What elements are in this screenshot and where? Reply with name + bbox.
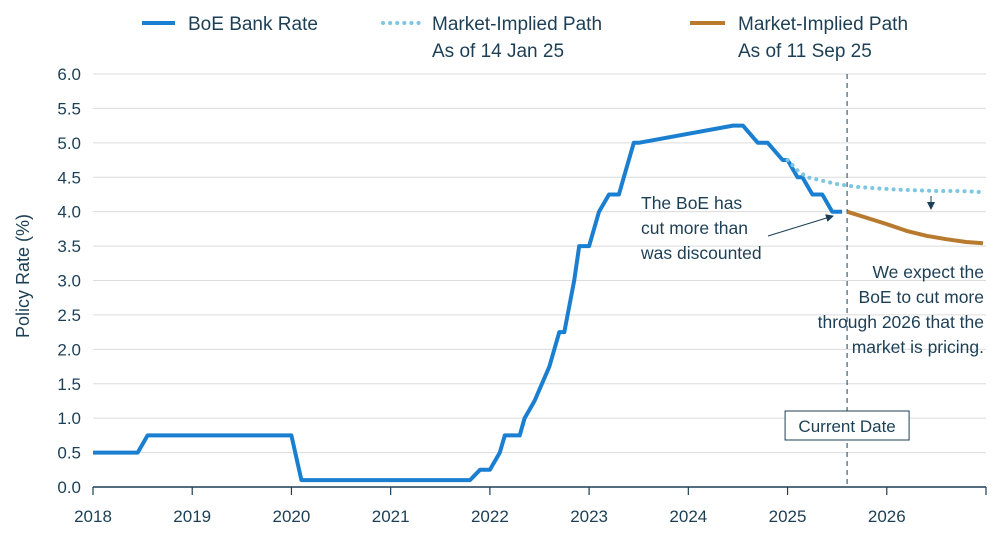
x-tick-labels: 2018 2019 2020 2021 2022 2023 2024 2025 2026	[74, 487, 987, 526]
y-axis-label: Policy Rate (%)	[13, 214, 33, 338]
annotation-line: market is pricing.	[852, 337, 984, 357]
y-tick-label: 6.0	[57, 65, 81, 84]
annotation-line: The BoE has	[641, 193, 742, 213]
y-tick-label: 2.5	[57, 306, 81, 325]
x-tick-label: 2023	[570, 507, 608, 526]
annotation-arrow	[767, 214, 834, 237]
annotation-line: was discounted	[640, 243, 762, 263]
x-tick-label: 2019	[173, 507, 211, 526]
legend-label-sep25: Market-Implied Path	[738, 14, 908, 35]
y-tick-label: 5.0	[57, 134, 81, 153]
y-tick-label: 3.5	[57, 237, 81, 256]
legend-label-sep25-date: As of 11 Sep 25	[738, 41, 872, 62]
x-tick-label: 2021	[372, 507, 410, 526]
y-tick-label: 1.5	[57, 375, 81, 394]
annotation-expect: We expect the BoE to cut more through 20…	[818, 196, 984, 357]
x-tick-label: 2024	[669, 507, 707, 526]
annotation-cut-more: The BoE has cut more than was discounted	[640, 193, 834, 263]
series-line-jan25	[785, 158, 985, 195]
legend-label-bank-rate: BoE Bank Rate	[188, 14, 318, 35]
x-tick-label: 2018	[74, 507, 112, 526]
annotation-line: BoE to cut more	[859, 287, 984, 307]
series-line-sep25	[846, 209, 984, 246]
y-tick-label: 0.5	[57, 444, 81, 463]
legend: BoE Bank Rate Market-Implied Path As of …	[142, 14, 908, 62]
y-tick-label: 2.0	[57, 340, 81, 359]
x-tick-label: 2025	[769, 507, 807, 526]
x-tick-label: 2026	[868, 507, 906, 526]
legend-label-jan25: Market-Implied Path	[432, 14, 602, 35]
annotation-line: cut more than	[641, 218, 748, 238]
y-tick-label: 3.0	[57, 272, 81, 291]
grid	[93, 73, 986, 454]
annotation-line: We expect the	[872, 262, 984, 282]
annotation-line: through 2026 that the	[818, 312, 984, 332]
legend-label-jan25-date: As of 14 Jan 25	[432, 41, 564, 62]
y-tick-label: 0.0	[57, 478, 81, 497]
y-tick-label: 5.5	[57, 99, 81, 118]
series-line-bank_rate	[93, 123, 843, 483]
y-tick-label: 1.0	[57, 409, 81, 428]
current-date-box	[784, 410, 910, 441]
series	[93, 123, 985, 483]
y-tick-label: 4.5	[57, 168, 81, 187]
x-tick-label: 2022	[471, 507, 509, 526]
y-tick-label: 4.0	[57, 203, 81, 222]
x-tick-label: 2020	[273, 507, 311, 526]
current-date-label: Current Date	[798, 417, 895, 436]
y-tick-labels: 0.0 0.5 1.0 1.5 2.0 2.5 3.0 3.5 4.0 4.5 5.0 5.5 6.0	[57, 65, 81, 497]
